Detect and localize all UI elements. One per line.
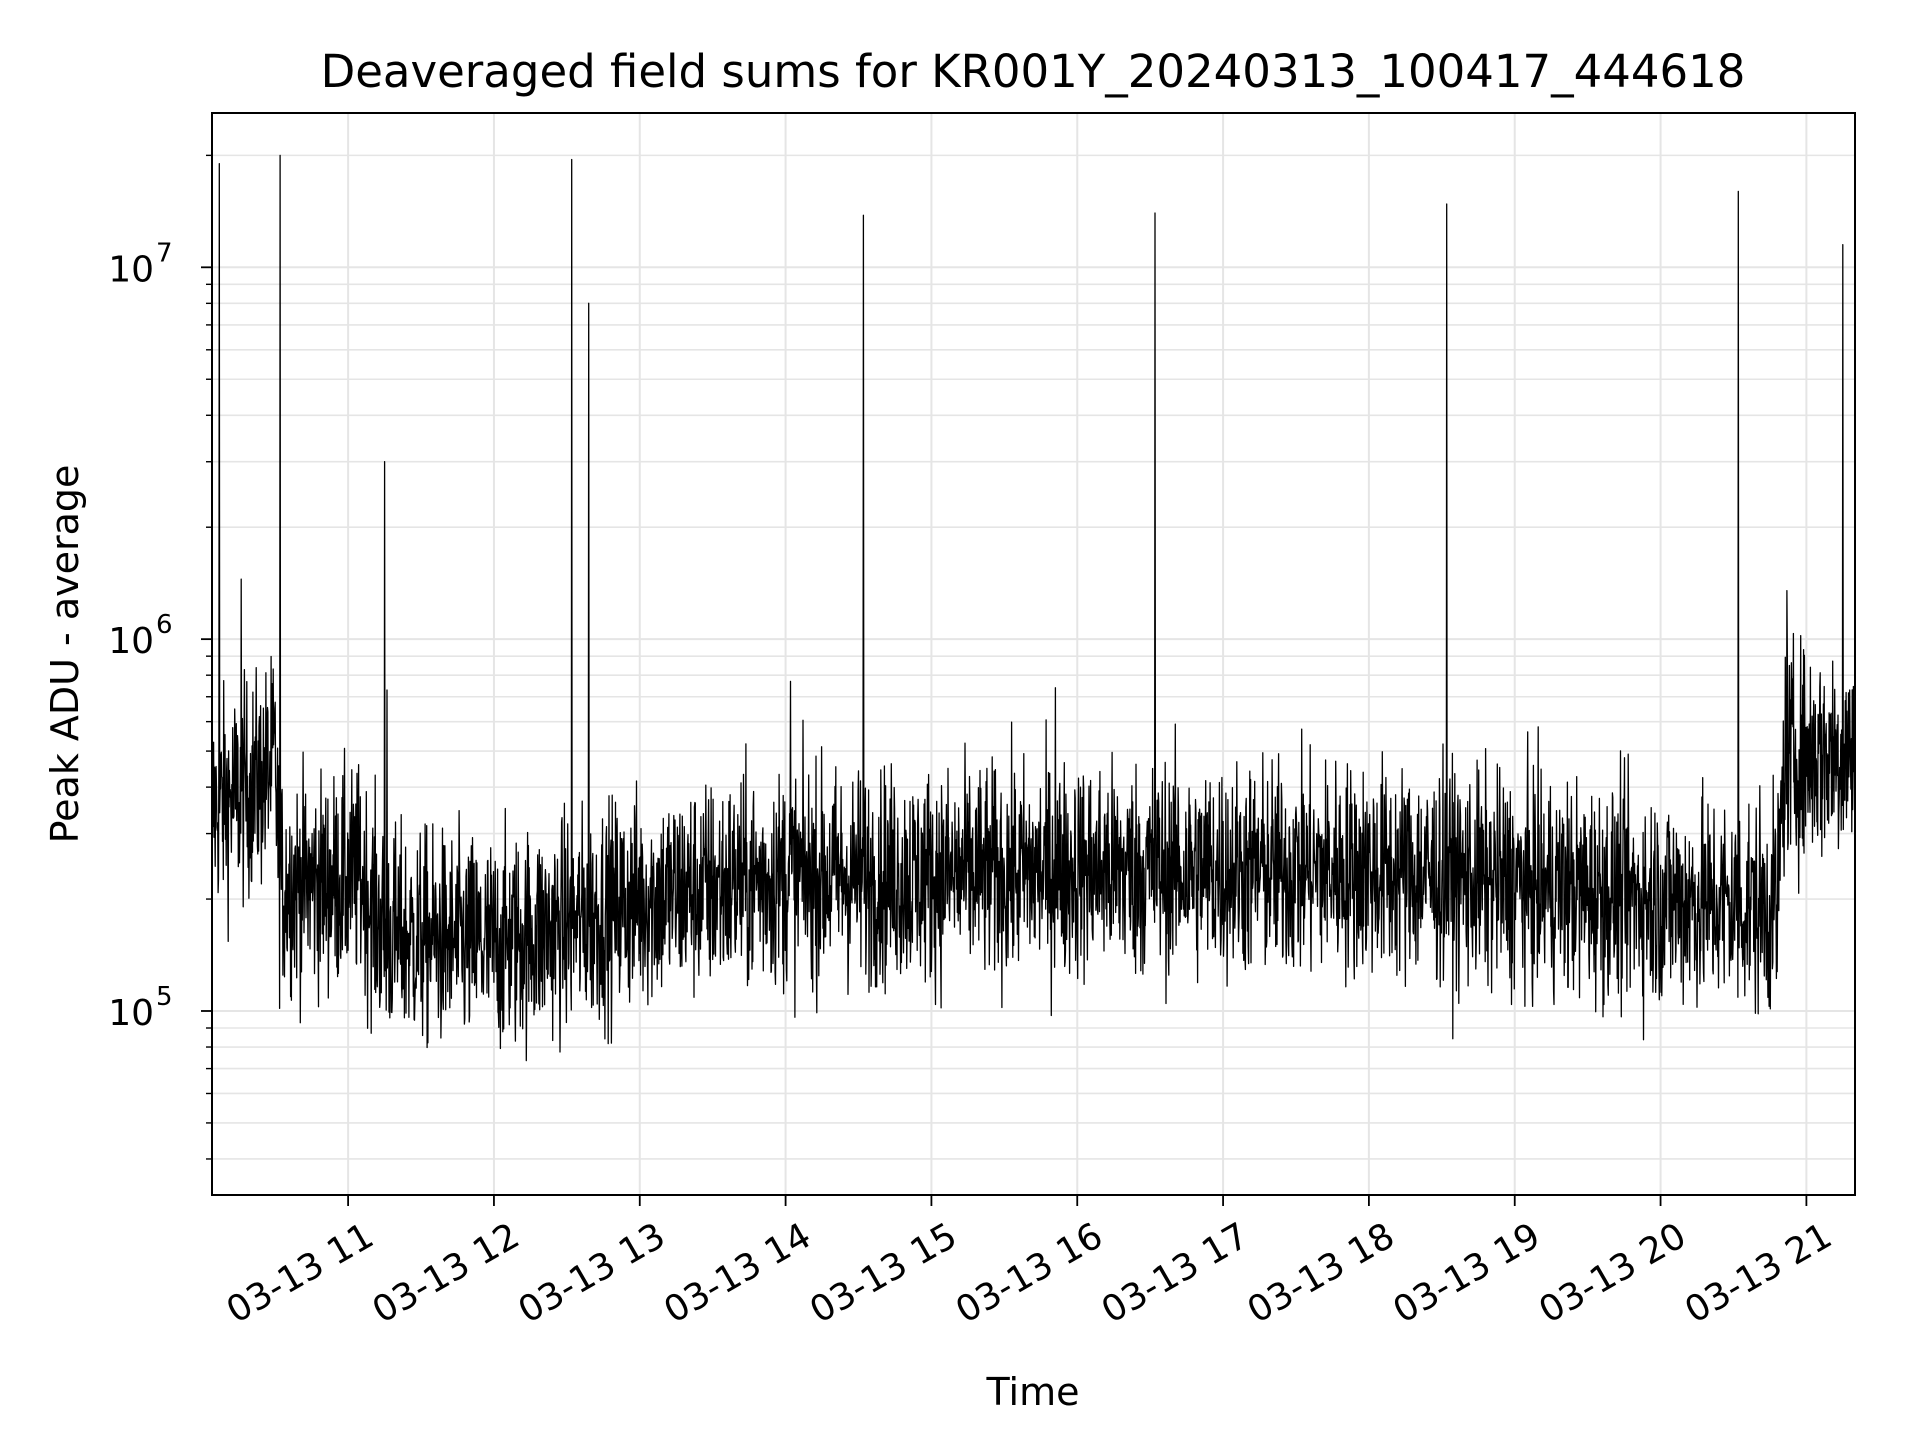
plot-area: [211, 154, 1856, 1062]
y-tick-exponent: 5: [156, 982, 173, 1012]
x-axis-label: Time: [986, 1370, 1080, 1414]
grid-layer: [212, 113, 1855, 1195]
y-tick-exponent: 7: [156, 238, 173, 268]
y-tick-label: 10: [108, 621, 154, 662]
series-line: [211, 154, 1856, 1062]
y-axis-label: Peak ADU - average: [43, 465, 87, 844]
plot-frame: [211, 112, 1856, 1196]
y-tick-label: 10: [108, 249, 154, 290]
y-tick-label: 10: [108, 993, 154, 1034]
chart-title: Deaveraged field sums for KR001Y_2024031…: [321, 45, 1746, 98]
y-tick-exponent: 6: [156, 610, 173, 640]
